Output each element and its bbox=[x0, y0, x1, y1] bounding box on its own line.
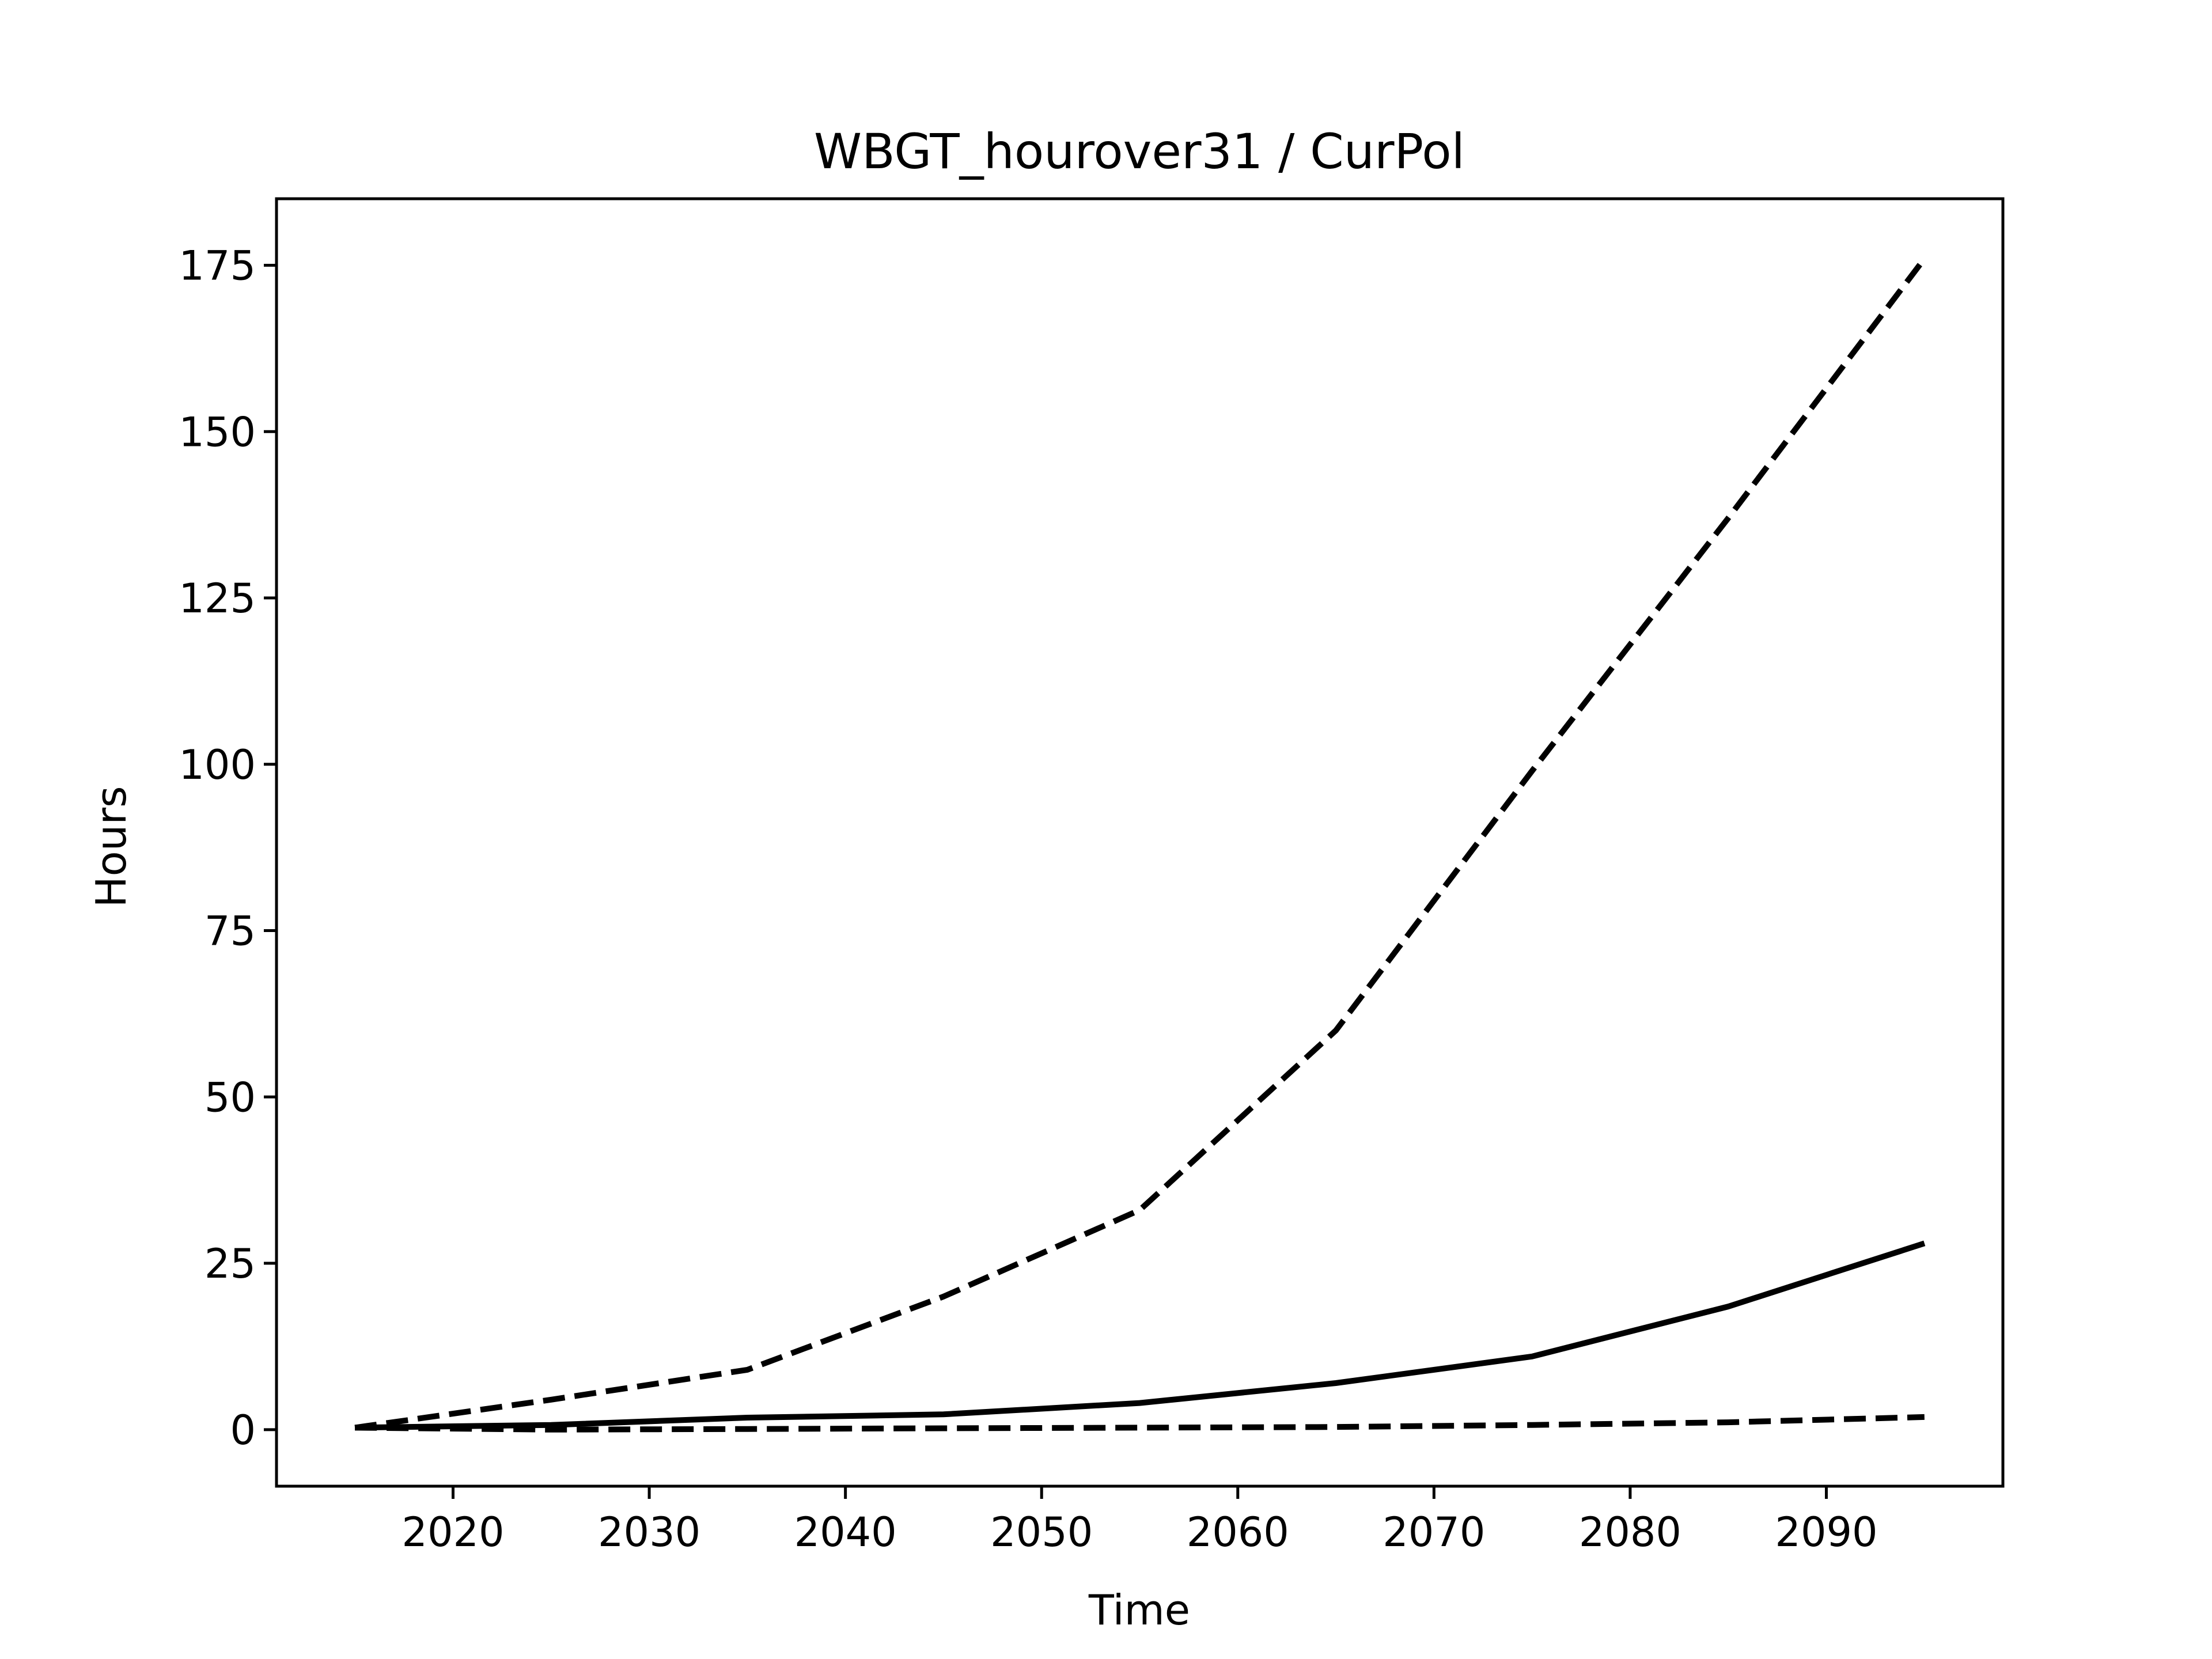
y-tick-label: 100 bbox=[179, 741, 256, 789]
y-tick-label: 25 bbox=[204, 1240, 256, 1287]
ticks-layer: 2020 2030 2040 2050 2060 2070 2080 2090 0 25 50 75 1… bbox=[179, 243, 1877, 1556]
x-tick-label: 2060 bbox=[1187, 1509, 1289, 1556]
y-tick-label: 50 bbox=[204, 1074, 256, 1121]
series-median-solid-line bbox=[355, 1240, 1926, 1431]
x-axis-label: Time bbox=[1088, 1586, 1190, 1634]
x-tick-label: 2030 bbox=[598, 1509, 700, 1556]
y-tick-label: 0 bbox=[230, 1407, 256, 1454]
y-tick-label: 75 bbox=[204, 908, 256, 955]
chart-title: WBGT_hourover31 / CurPol bbox=[814, 123, 1465, 180]
x-tick-label: 2090 bbox=[1775, 1509, 1877, 1556]
y-tick-label: 125 bbox=[179, 575, 256, 622]
x-tick-label: 2080 bbox=[1579, 1509, 1681, 1556]
x-tick-label: 2070 bbox=[1382, 1509, 1485, 1556]
y-tick-label: 150 bbox=[179, 408, 256, 456]
x-tick-label: 2040 bbox=[794, 1509, 897, 1556]
y-tick-label: 175 bbox=[179, 243, 256, 290]
series-lower-dashed-line bbox=[355, 1414, 1925, 1433]
x-tick-label: 2050 bbox=[990, 1509, 1093, 1556]
plot-frame bbox=[275, 197, 2005, 1488]
series-layer bbox=[354, 256, 1927, 1433]
y-axis-label: Hours bbox=[87, 786, 135, 908]
series-upper-dashed-line bbox=[354, 256, 1927, 1431]
x-tick-label: 2020 bbox=[402, 1509, 504, 1556]
